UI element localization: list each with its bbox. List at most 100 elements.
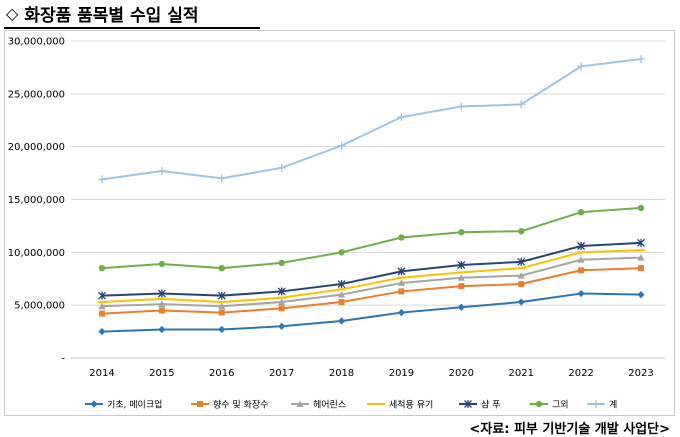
legend-label: 헤어린스 — [313, 399, 346, 411]
x-tick-label: 2015 — [149, 368, 174, 379]
data-point-7 — [277, 163, 286, 172]
data-point-3 — [457, 274, 465, 281]
legend-label: 향수 및 화장수 — [213, 399, 268, 411]
data-point-1 — [278, 322, 286, 330]
x-tick-label: 2022 — [568, 368, 593, 379]
data-point-1 — [158, 325, 166, 334]
data-point-1 — [577, 289, 585, 298]
series-line-7 — [101, 57, 642, 181]
data-point-5 — [577, 241, 586, 250]
data-point-5 — [397, 267, 406, 276]
data-point-2 — [338, 298, 345, 305]
y-tick-label: 25,000,000 — [8, 89, 65, 100]
data-point-5 — [277, 287, 286, 296]
data-point-5 — [457, 261, 466, 270]
data-point-3 — [397, 279, 406, 286]
x-tick-label: 2017 — [269, 368, 294, 379]
data-point-7 — [157, 166, 166, 175]
page-title: ◇ 화장품 품목별 수입 실적 — [6, 2, 199, 26]
data-point-1 — [337, 317, 346, 325]
data-point-3 — [98, 302, 106, 310]
legend-marker — [592, 400, 600, 408]
series-line-5 — [101, 241, 642, 297]
series-line-4 — [101, 249, 642, 303]
data-point-2 — [458, 283, 465, 290]
legend-label: 세척용 유기 — [389, 400, 433, 411]
source-note: <자료: 피부 기반기술 개발 사업단> — [469, 422, 670, 437]
y-tick-label: 30,000,000 — [8, 37, 65, 48]
data-point-7 — [217, 174, 226, 183]
data-point-7 — [457, 102, 466, 111]
data-point-1 — [218, 325, 226, 334]
data-point-6 — [278, 259, 285, 267]
legend-marker — [90, 400, 98, 408]
x-tick-label: 2014 — [89, 368, 114, 379]
data-point-1 — [637, 291, 645, 299]
legend-label: 계 — [609, 399, 617, 411]
data-point-3 — [577, 256, 585, 263]
data-point-2 — [278, 305, 285, 312]
series-line-3 — [101, 256, 642, 308]
data-point-2 — [518, 281, 525, 288]
x-tick-label: 2023 — [628, 368, 653, 379]
data-point-1 — [397, 308, 406, 317]
y-tick-label: - — [61, 354, 65, 365]
y-tick-label: 15,000,000 — [8, 195, 65, 206]
series-line-2 — [101, 267, 642, 315]
data-point-6 — [458, 229, 465, 236]
x-tick-label: 2019 — [389, 368, 414, 379]
data-point-7 — [337, 141, 346, 150]
data-point-7 — [577, 62, 586, 71]
data-point-2 — [638, 265, 644, 272]
legend-marker — [535, 400, 543, 408]
data-point-3 — [637, 254, 645, 261]
x-tick-label: 2020 — [449, 368, 474, 379]
x-tick-label: 2016 — [209, 368, 234, 379]
legend-label: 그외 — [552, 399, 569, 411]
data-point-6 — [158, 260, 166, 268]
data-point-3 — [278, 298, 286, 305]
legend-label: 샴 푸 — [481, 400, 500, 411]
page-title-text: 화장품 품목별 수입 실적 — [24, 5, 199, 26]
line-chart: - 5,000,000 10,000,000 15,000,000 20,000,000… — [8, 37, 665, 411]
data-point-5 — [98, 291, 106, 300]
data-point-6 — [398, 234, 405, 241]
diamond-outline-icon: ◇ — [6, 3, 19, 23]
series-line-6 — [101, 206, 642, 270]
data-point-5 — [637, 238, 645, 247]
data-point-6 — [577, 208, 585, 216]
data-point-3 — [337, 291, 346, 298]
data-point-2 — [158, 307, 165, 314]
data-point-6 — [637, 204, 645, 212]
data-point-1 — [98, 327, 106, 336]
series-line-1 — [101, 292, 642, 333]
legend-label: 기초, 메이크업 — [107, 400, 162, 411]
data-point-2 — [99, 310, 105, 317]
data-point-3 — [517, 271, 525, 279]
title-underline — [4, 27, 260, 29]
legend-marker — [464, 400, 472, 408]
data-point-7 — [637, 54, 645, 63]
data-point-5 — [157, 289, 166, 298]
data-point-2 — [398, 288, 405, 295]
data-point-2 — [578, 267, 585, 274]
data-point-7 — [517, 100, 526, 109]
data-point-5 — [337, 280, 346, 289]
legend-marker — [296, 400, 304, 407]
x-tick-label: 2021 — [508, 368, 533, 379]
data-point-7 — [397, 113, 406, 122]
y-tick-label: 5,000,000 — [14, 301, 65, 312]
data-point-1 — [457, 303, 465, 311]
data-point-5 — [217, 291, 226, 300]
data-point-6 — [98, 264, 106, 272]
y-tick-label: 10,000,000 — [8, 248, 65, 259]
chart-frame: - 5,000,000 10,000,000 15,000,000 20,000,000… — [4, 30, 675, 416]
y-tick-label: 20,000,000 — [8, 142, 65, 153]
x-tick-label: 2018 — [329, 368, 354, 379]
data-point-6 — [338, 249, 345, 256]
data-point-2 — [218, 309, 225, 316]
data-point-6 — [518, 228, 525, 235]
data-point-6 — [218, 264, 225, 272]
legend-marker — [197, 401, 203, 407]
data-point-3 — [158, 300, 166, 308]
